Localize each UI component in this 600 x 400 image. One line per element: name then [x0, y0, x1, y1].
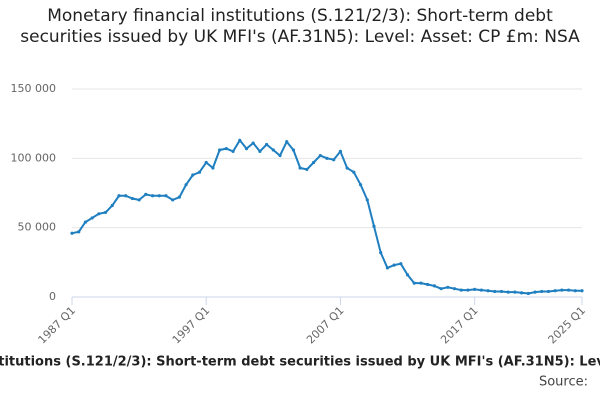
data-point — [191, 173, 195, 177]
data-point — [291, 148, 296, 152]
data-point — [365, 198, 369, 202]
data-point — [580, 289, 584, 293]
source: Source: — [539, 375, 588, 390]
data-point — [110, 203, 114, 208]
data-point — [573, 289, 577, 293]
data-point — [204, 160, 208, 165]
data-point — [103, 210, 108, 215]
data-point — [493, 289, 497, 294]
data-point — [405, 273, 410, 277]
data-point — [560, 288, 564, 292]
data-point — [513, 290, 517, 294]
data-point — [412, 281, 416, 285]
data-point — [358, 183, 363, 187]
data-point — [392, 263, 396, 267]
x-tick-label: 2007 Q1 — [304, 304, 347, 347]
data-point — [251, 141, 255, 145]
data-point — [459, 288, 463, 292]
data-point — [352, 170, 356, 174]
data-point — [553, 289, 557, 293]
data-point — [419, 281, 423, 285]
data-point — [144, 192, 148, 196]
data-point — [265, 142, 269, 147]
data-point — [171, 198, 175, 202]
data-point — [385, 266, 389, 270]
data-point — [499, 289, 504, 294]
x-tick-label: 2025 Q1 — [546, 304, 589, 347]
data-point — [157, 194, 161, 198]
data-point — [177, 195, 181, 199]
data-point — [506, 290, 510, 294]
data-point — [97, 212, 101, 216]
data-point — [137, 198, 141, 202]
x-tick-label: 2017 Q1 — [438, 304, 481, 347]
data-point — [345, 166, 349, 170]
data-point — [164, 194, 168, 198]
data-point — [533, 290, 537, 294]
data-point — [466, 288, 470, 292]
data-point — [338, 149, 343, 153]
data-point — [271, 148, 275, 152]
data-point — [452, 287, 457, 291]
data-point — [325, 156, 329, 160]
data-point — [446, 285, 450, 289]
data-point — [546, 289, 551, 294]
data-point — [486, 289, 490, 293]
data-point — [526, 291, 530, 296]
data-point — [124, 194, 128, 198]
data-point — [224, 147, 228, 151]
data-point — [197, 170, 202, 174]
data-point — [566, 288, 571, 292]
data-point — [432, 284, 436, 288]
data-point — [117, 194, 121, 198]
data-point — [332, 158, 336, 162]
data-point — [379, 251, 383, 255]
x-tick-label: 1997 Q1 — [170, 304, 213, 347]
data-point — [520, 291, 524, 295]
series-line — [71, 138, 582, 295]
data-point — [278, 153, 282, 158]
data-point — [311, 160, 316, 165]
data-point — [439, 287, 443, 291]
data-point — [218, 148, 222, 152]
x-tick-label: 1987 Q1 — [36, 304, 79, 347]
data-point — [238, 138, 242, 142]
y-tick-label: 50 000 — [18, 221, 57, 234]
data-point — [426, 282, 430, 287]
data-point — [150, 194, 155, 198]
data-point — [211, 166, 215, 170]
data-point — [399, 262, 403, 266]
data-point — [473, 287, 477, 291]
data-point — [244, 147, 249, 151]
data-point — [298, 166, 302, 170]
data-point — [540, 289, 544, 294]
data-point — [130, 196, 134, 201]
data-point — [285, 140, 289, 144]
data-point — [70, 231, 74, 235]
y-tick-label: 100 000 — [11, 151, 57, 164]
y-tick-label: 0 — [49, 290, 56, 303]
data-point — [258, 149, 262, 153]
y-tick-label: 150 000 — [11, 82, 57, 95]
data-point — [77, 230, 81, 234]
data-point — [318, 153, 322, 158]
data-point — [372, 224, 376, 228]
data-point — [479, 288, 483, 292]
data-point — [184, 183, 188, 187]
caption: Monetary financial institutions (S.121/2… — [0, 355, 600, 370]
chart-title: Monetary financial institutions (S.121/2… — [20, 6, 580, 47]
data-point — [231, 149, 235, 153]
data-point — [90, 216, 94, 220]
data-point — [83, 220, 88, 224]
data-point — [305, 167, 309, 172]
